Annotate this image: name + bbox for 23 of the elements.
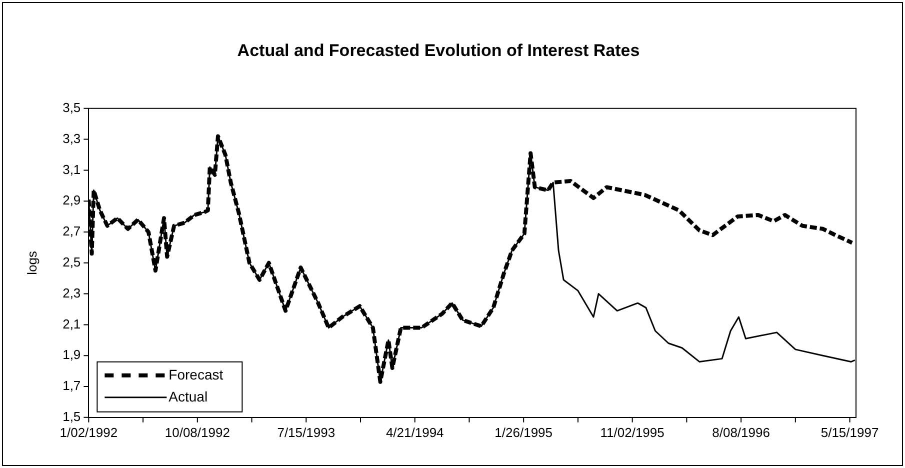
y-tick-label: 2,1 [62,316,81,332]
chart-title: Actual and Forecasted Evolution of Interest Rates [237,40,640,60]
x-tick-label: 10/08/1992 [164,424,230,440]
y-tick-label: 2,7 [62,224,81,239]
y-tick-label: 1,9 [62,347,81,362]
legend-label: Forecast [168,366,224,382]
y-tick-label: 3,5 [62,100,81,115]
x-tick-label: 11/02/1995 [600,424,664,440]
y-tick-label: 2,3 [62,285,81,300]
x-tick-label: 8/08/1996 [712,424,770,440]
x-tick-label: 1/02/1992 [60,424,118,440]
x-tick-label: 5/15/1997 [820,424,879,440]
y-tick-label: 3,3 [62,130,81,146]
legend-label: Actual [168,388,208,404]
y-tick-label: 1,5 [62,408,81,424]
y-axis-title: logs [24,250,40,275]
y-tick-label: 2,5 [62,254,81,270]
x-tick-label: 4/21/1994 [386,424,444,440]
y-tick-label: 3,1 [62,162,81,177]
x-tick-label: 1/26/1995 [494,424,553,440]
y-tick-label: 2,9 [62,192,81,208]
x-tick-label: 7/15/1993 [277,424,336,440]
y-tick-label: 1,7 [62,378,81,394]
